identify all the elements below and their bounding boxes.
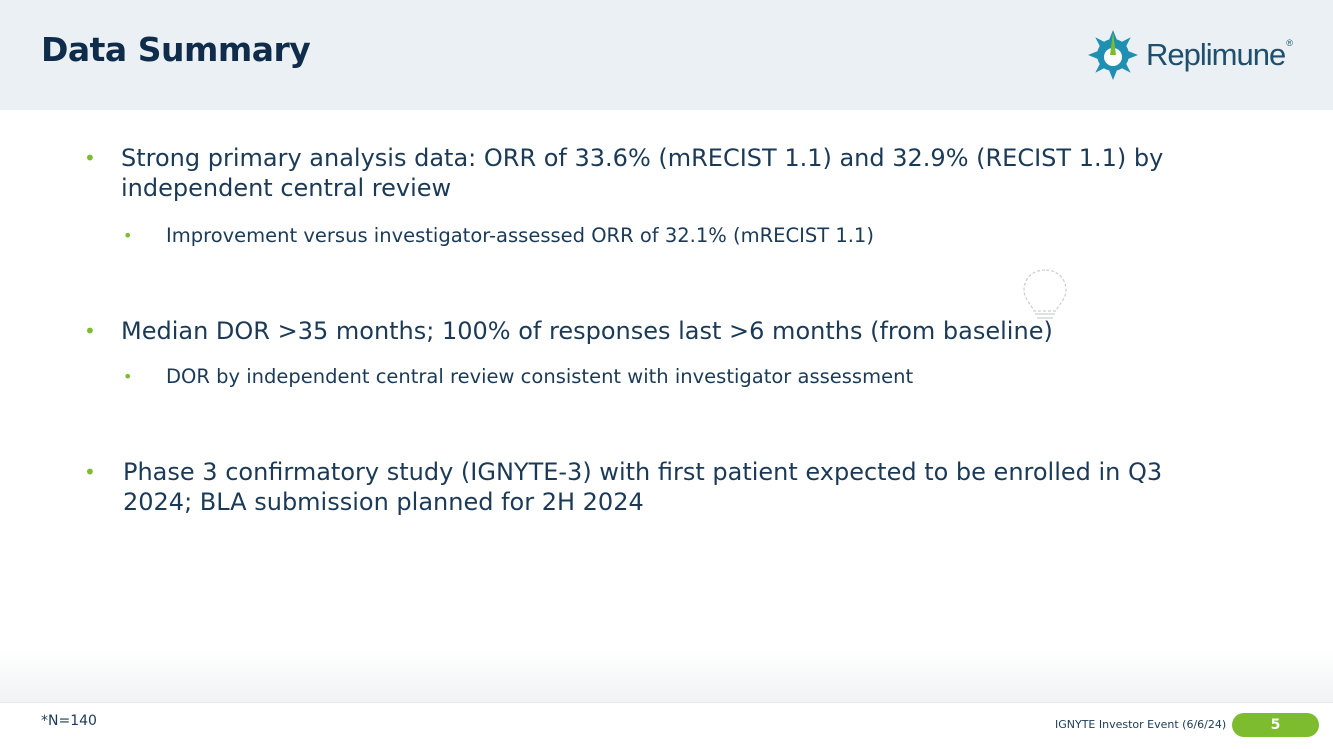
bullet-dot-icon: •: [123, 367, 133, 386]
bullet-dot-icon: •: [123, 226, 133, 245]
page-title: Data Summary: [41, 30, 311, 69]
logo-registered-mark: ®: [1286, 38, 1293, 48]
sub-bullet-text: DOR by independent central review consis…: [166, 365, 914, 388]
bullet-dot-icon: •: [84, 460, 96, 484]
bullet-item: • Strong primary analysis data: ORR of 3…: [84, 143, 1221, 203]
replimune-logo: Replimune ®: [1086, 30, 1293, 80]
bullet-text: Strong primary analysis data: ORR of 33.…: [121, 144, 1164, 202]
footer-shade: [0, 650, 1333, 702]
replimune-logo-icon: [1088, 30, 1138, 80]
page-number-badge: 5: [1232, 713, 1319, 737]
logo-text: Replimune: [1146, 37, 1286, 72]
sub-bullet-item: • DOR by independent central review cons…: [123, 364, 1166, 390]
footer-divider: [0, 702, 1333, 703]
bullet-dot-icon: •: [84, 319, 96, 343]
slide-header: Data Summary Replimune ®: [0, 0, 1333, 110]
bullet-item: • Phase 3 confirmatory study (IGNYTE-3) …: [84, 457, 1213, 517]
footnote: *N=140: [41, 713, 97, 729]
bullet-text: Phase 3 confirmatory study (IGNYTE-3) wi…: [123, 458, 1163, 516]
event-label: IGNYTE Investor Event (6/6/24): [1055, 718, 1227, 731]
sub-bullet-item: • Improvement versus investigator-assess…: [123, 223, 1166, 249]
bullet-item: • Median DOR >35 months; 100% of respons…: [84, 316, 1221, 346]
lightbulb-icon: [1023, 269, 1067, 319]
sub-bullet-text: Improvement versus investigator-assessed…: [166, 224, 874, 247]
bullet-text: Median DOR >35 months; 100% of responses…: [121, 317, 1053, 345]
bullet-dot-icon: •: [84, 146, 96, 170]
page-number: 5: [1270, 717, 1281, 733]
